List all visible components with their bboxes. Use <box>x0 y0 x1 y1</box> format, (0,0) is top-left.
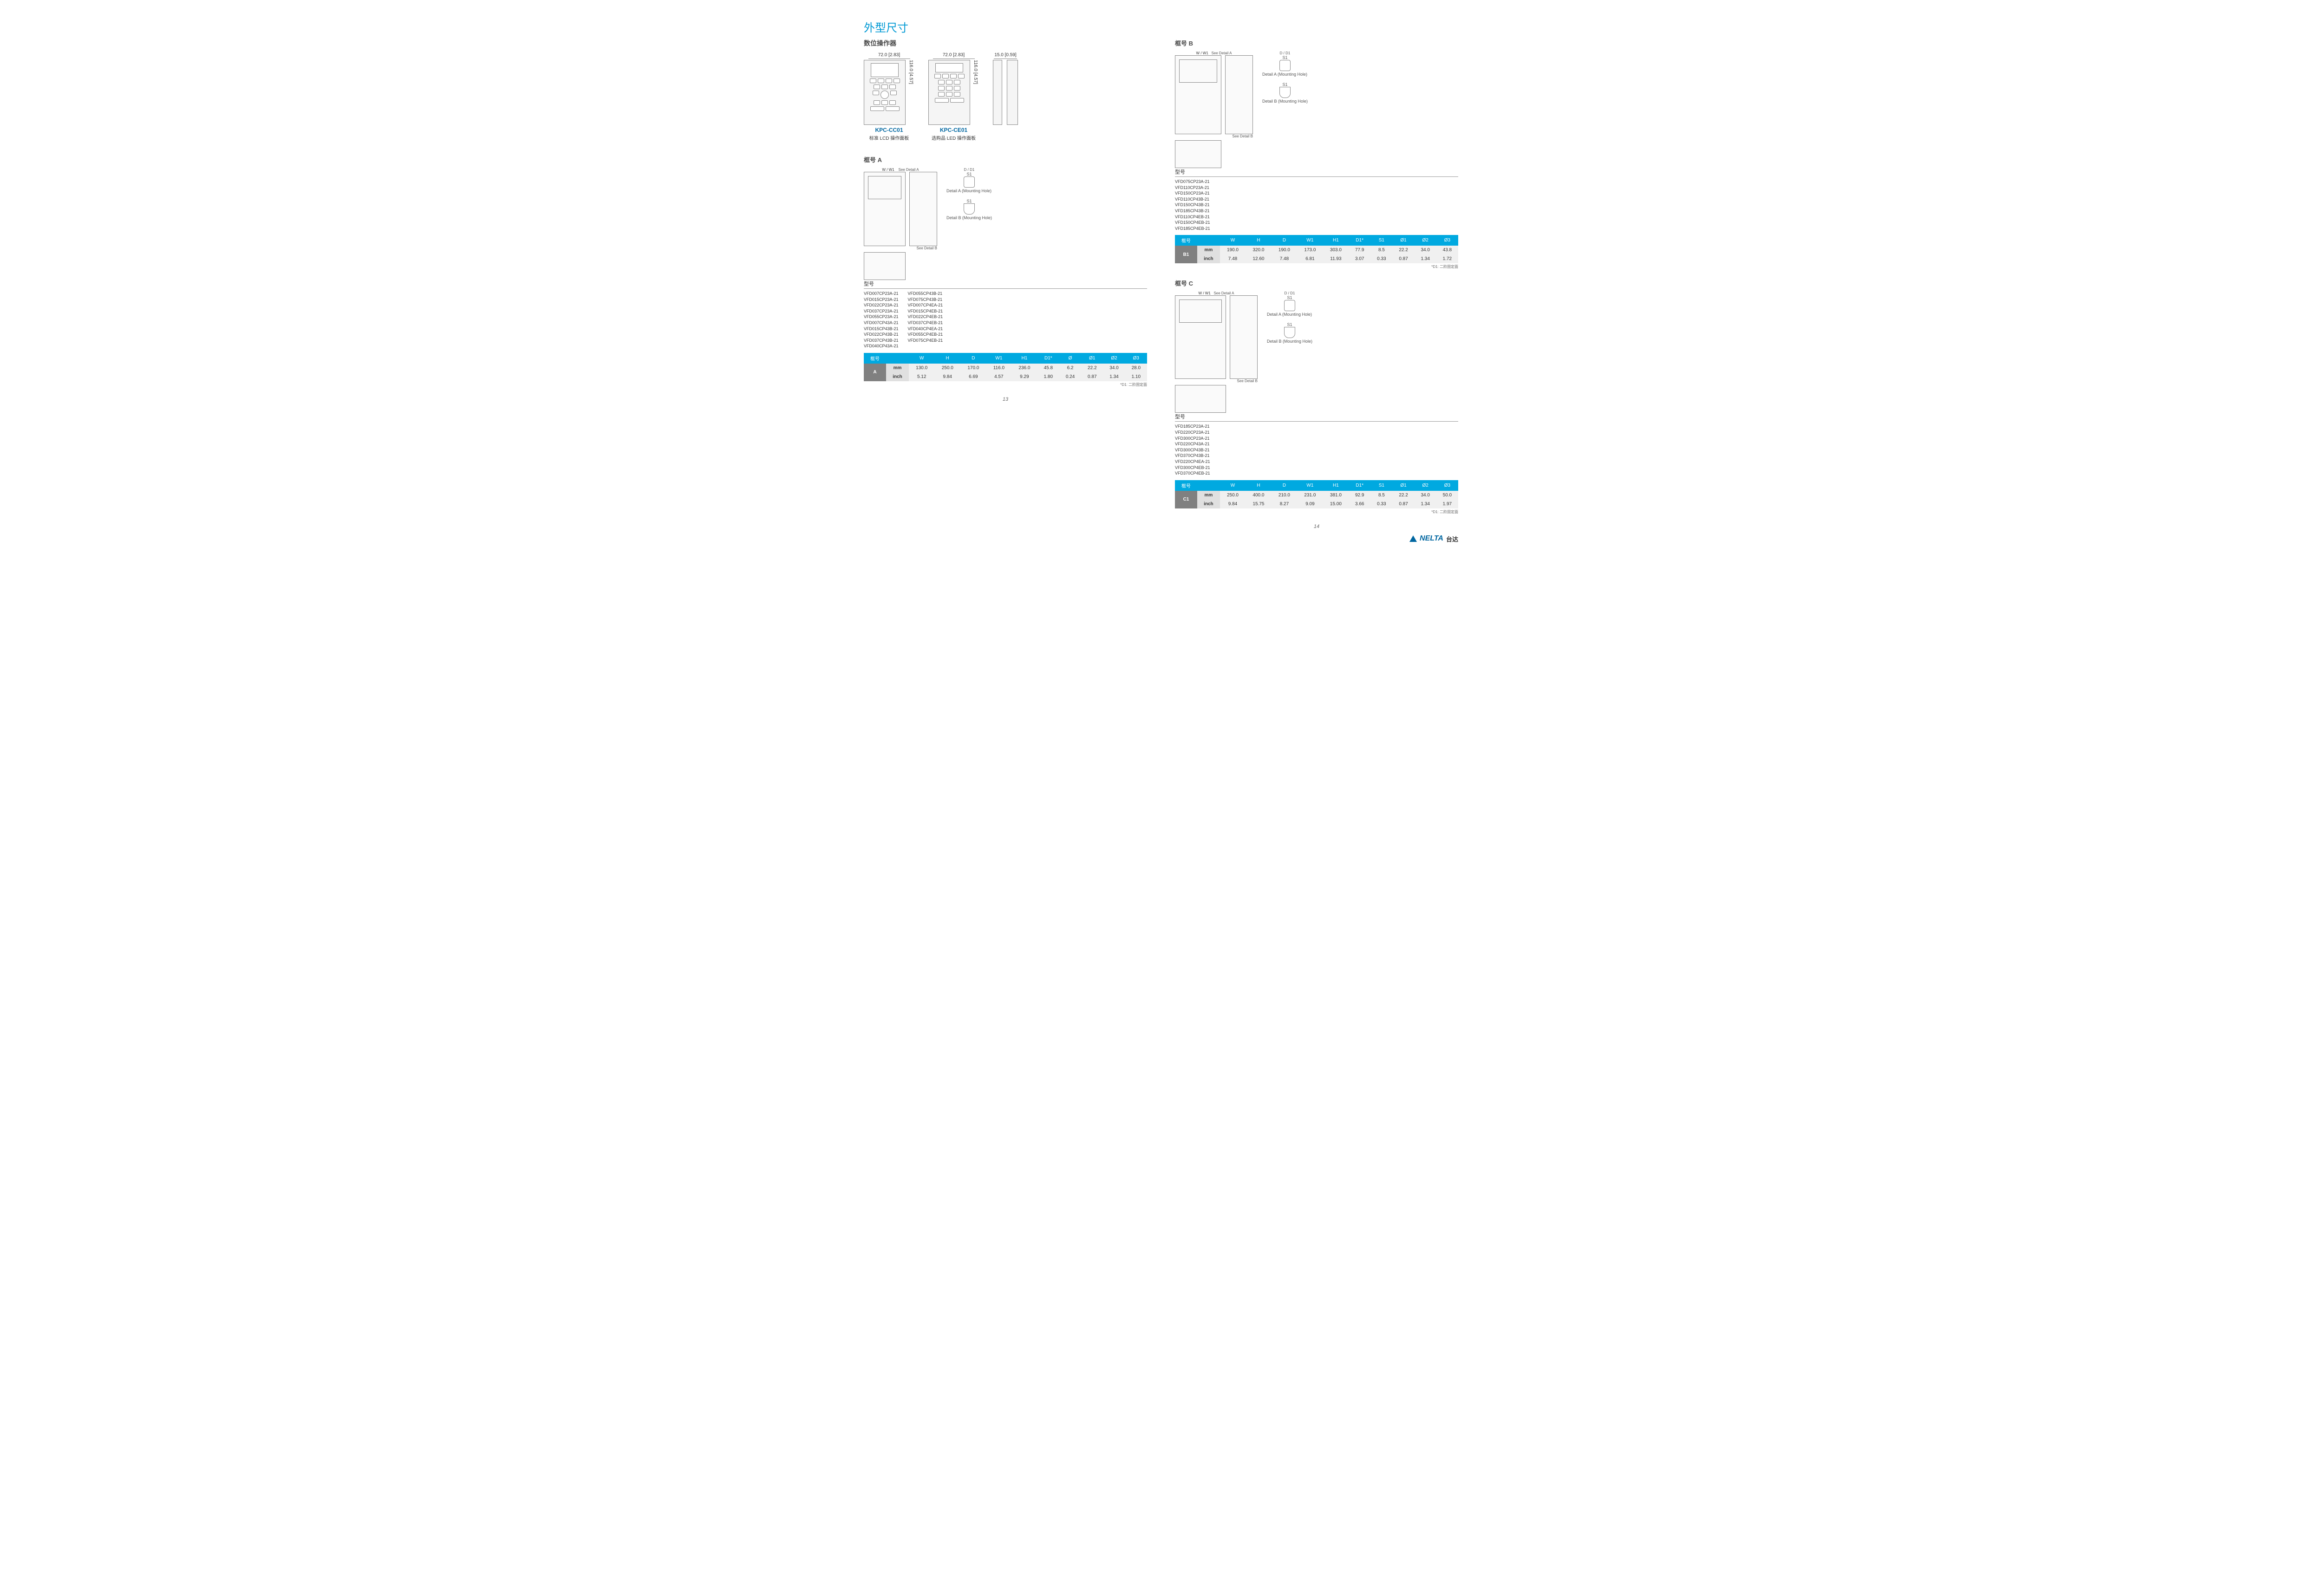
frame-c-section: 框号 C W / W1 See Detail A See Detail B <box>1175 279 1458 514</box>
model-label-b: 型号 <box>1175 168 1458 177</box>
dim-height-2: 116.0 [4.57] <box>972 60 979 84</box>
frame-a-details: D / D1 S1 Detail A (Mounting Hole) S1 De… <box>946 168 992 280</box>
frame-b-drawing <box>1175 55 1253 134</box>
brand-name: NELTA <box>1420 534 1443 543</box>
left-column: 数位操作器 72.0 [2.83] 116.0 <box>864 39 1147 529</box>
page-title: 外型尺寸 <box>864 19 1458 35</box>
two-column-layout: 数位操作器 72.0 [2.83] 116.0 <box>864 39 1458 529</box>
frame-b-models: VFD075CP23A-21VFD110CP23A-21VFD150CP23A-… <box>1175 179 1458 231</box>
frame-b-title: 框号 B <box>1175 39 1458 47</box>
frame-c-drawing <box>1175 295 1258 379</box>
frame-b-table: 框号WHDW1H1D1*S1Ø1Ø2Ø3B1mm190.0320.0190.01… <box>1175 235 1458 263</box>
dim-width-2: 72.0 [2.83] <box>943 52 965 58</box>
keypad-section: 72.0 [2.83] 116.0 [4.57] KPC-CC01 <box>864 52 1147 141</box>
right-column: 框号 B W / W1 See Detail A See Detail B <box>1175 39 1458 529</box>
frame-c-table: 框号WHDW1H1D1*S1Ø1Ø2Ø3C1mm250.0400.0210.02… <box>1175 480 1458 508</box>
page-num-left: 13 <box>864 397 1147 402</box>
keypad-cc01-desc: 标准 LCD 操作面板 <box>864 134 914 141</box>
brand-footer: NELTA 台达 <box>1409 534 1458 543</box>
keypad-cc01: 72.0 [2.83] 116.0 [4.57] KPC-CC01 <box>864 52 914 141</box>
dim-side: 15.0 [0.59] <box>994 52 1016 58</box>
page-container: 外型尺寸 数位操作器 72.0 [2.83] <box>836 0 1486 548</box>
page-num-right: 14 <box>1175 524 1458 529</box>
dim-height: 116.0 [4.57] <box>907 60 914 84</box>
frame-b-section: 框号 B W / W1 See Detail A See Detail B <box>1175 39 1458 269</box>
footnote-c: *D1: 二阶固定面 <box>1175 509 1458 515</box>
footnote-a: *D1: 二阶固定面 <box>864 382 1147 387</box>
detail-b-label: Detail B (Mounting Hole) <box>946 215 992 220</box>
keypad-ce01-drawing <box>928 60 970 125</box>
model-label-a: 型号 <box>864 280 1147 289</box>
frame-a-models-1: VFD007CP23A-21VFD015CP23A-21VFD022CP23A-… <box>864 291 899 349</box>
detail-a-label: Detail A (Mounting Hole) <box>946 189 992 193</box>
keypad-ce01-name: KPC-CE01 <box>928 127 979 133</box>
keypad-cc01-drawing <box>864 60 906 125</box>
keypad-section-title: 数位操作器 <box>864 39 1147 48</box>
frame-c-models: VFD185CP23A-21VFD220CP23A-21VFD300CP23A-… <box>1175 423 1458 476</box>
frame-c-title: 框号 C <box>1175 279 1458 287</box>
frame-a-table: 框号WHDW1H1D1*ØØ1Ø2Ø3Amm130.0250.0170.0116… <box>864 353 1147 381</box>
frame-a-section: 框号 A W / W1 See Detail A See Detail B <box>864 155 1147 387</box>
keypad-ce01-desc: 选购品 LED 操作面板 <box>928 134 979 141</box>
side-view-drawing <box>993 60 1002 125</box>
dim-width: 72.0 [2.83] <box>878 52 900 58</box>
frame-a-models-2: VFD055CP43B-21VFD075CP43B-21VFD007CP4EA-… <box>908 291 943 349</box>
frame-a-drawing <box>864 172 937 246</box>
keypad-ce01: 72.0 [2.83] 116.0 [4.57] KPC-CE01 <box>928 52 979 141</box>
keypad-side: 15.0 [0.59] <box>993 52 1018 141</box>
brand-triangle-icon <box>1409 535 1417 542</box>
keypad-cc01-name: KPC-CC01 <box>864 127 914 133</box>
brand-suffix: 台达 <box>1446 534 1458 543</box>
footnote-b: *D1: 二阶固定面 <box>1175 264 1458 269</box>
model-label-c: 型号 <box>1175 413 1458 422</box>
side-view-drawing-2 <box>1007 60 1018 125</box>
frame-a-title: 框号 A <box>864 155 1147 164</box>
